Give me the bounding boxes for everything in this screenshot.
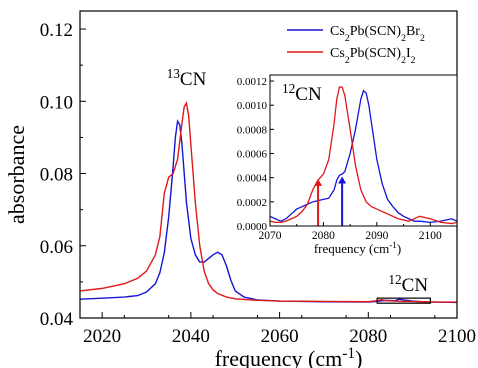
x-tick-label: 2080 (349, 326, 387, 347)
y-tick-label: 0.04 (40, 309, 74, 330)
inset-y-tick-label: 0.0012 (237, 76, 267, 88)
y-tick-label: 0.12 (40, 20, 73, 41)
y-tick-label: 0.08 (40, 165, 73, 186)
inset-y-tick-label: 0.0010 (237, 100, 268, 112)
x-tick-label: 2060 (261, 326, 299, 347)
inset-x-tick-label: 2070 (259, 230, 282, 242)
main-series-group (80, 101, 457, 304)
inset-y-tick-label: 0.0006 (237, 149, 268, 161)
y-axis-title: absorbance (4, 125, 29, 224)
inset-y-tick-label: 0.0000 (237, 221, 268, 233)
inset-frame (269, 74, 458, 227)
inset-y-tick-label: 0.0004 (237, 173, 268, 185)
inset-x-tick-label: 2090 (365, 230, 388, 242)
inset-series-line-2 (270, 86, 457, 225)
x-axis-title: frequency (cm-1) (215, 345, 363, 368)
inset-y-tick-label: 0.0002 (237, 197, 267, 209)
legend-label-1: Cs2Pb(SCN)2Br2 (330, 24, 425, 44)
inset-background (270, 75, 457, 226)
inset-plot: 2070 2080 2090 2100 0.0000 0.0002 0.0004 0.0006… (237, 74, 458, 256)
inset-series-group (270, 86, 457, 225)
main-series-line-2 (80, 101, 457, 303)
highlight-box (376, 297, 431, 304)
inset-arrow-head-2 (338, 176, 347, 184)
inset-series-line-1 (270, 89, 457, 224)
y-tick-label: 0.10 (40, 92, 73, 113)
inset-title: 12CN (282, 81, 322, 106)
x-tick-label: 2020 (83, 326, 121, 347)
inset-x-tick-label: 2100 (419, 230, 442, 242)
inset-x-tick-label: 2080 (312, 230, 335, 242)
main-plot: 2020 2040 2060 2080 2100 0.04 0.06 0.08 0.10 0.12… (4, 10, 476, 368)
annotation-c12: 12CN (388, 271, 428, 296)
legend-label-2: Cs2Pb(SCN)2I2 (330, 46, 416, 66)
inset-arrow-head-1 (314, 178, 323, 186)
annotation-c13: 13CN (167, 66, 207, 91)
inset-y-tick-label: 0.0008 (237, 124, 268, 136)
x-tick-label: 2040 (172, 326, 210, 347)
inset-x-axis-title: frequency (cm-1) (314, 240, 401, 256)
x-tick-label: 2100 (438, 326, 476, 347)
y-tick-label: 0.06 (40, 237, 73, 258)
